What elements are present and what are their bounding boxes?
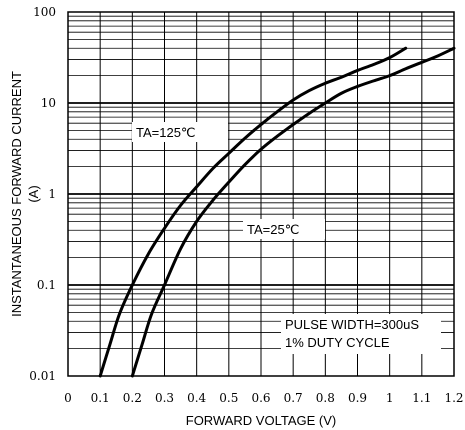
x-tick-label-5: 0.5	[219, 391, 238, 405]
annotation-ta25-text: TA=25℃	[247, 222, 299, 237]
pulse-note-box: PULSE WIDTH=300uS 1% DUTY CYCLE	[281, 314, 441, 354]
pulse-width-text: PULSE WIDTH=300uS	[285, 317, 419, 332]
x-tick-label-1: 0.1	[91, 391, 110, 405]
y-tick-label-4: 100	[33, 5, 56, 19]
annotation-ta125-text: TA=125℃	[136, 125, 196, 140]
x-tick-label-2: 0.2	[123, 391, 142, 405]
annotation-ta125: TA=125℃	[132, 122, 228, 142]
annotation-ta25: TA=25℃	[243, 219, 325, 239]
y-axis-title: INSTANTANEOUS FORWARD CURRENT	[9, 71, 24, 317]
x-tick-label-11: 1.1	[412, 391, 431, 405]
x-tick-label-3: 0.3	[155, 391, 174, 405]
plot-frame	[67, 11, 455, 377]
x-tick-label-12: 1.2	[444, 391, 463, 405]
x-tick-label-10: 1	[386, 391, 394, 405]
y-tick-label-1: 0.1	[37, 278, 56, 292]
series-line-ta125	[98, 46, 408, 378]
x-tick-label-0: 0	[64, 391, 72, 405]
x-tick-label-4: 0.4	[187, 391, 206, 405]
series-line-ta25	[130, 46, 456, 378]
duty-cycle-text: 1% DUTY CYCLE	[285, 335, 390, 350]
y-tick-label-2: 1	[48, 187, 56, 201]
y-tick-label-3: 10	[41, 96, 56, 110]
y-tick-label-0: 0.01	[29, 369, 56, 383]
y-axis-unit: (A)	[26, 185, 41, 202]
x-tick-label-9: 0.9	[348, 391, 367, 405]
x-axis-title: FORWARD VOLTAGE (V)	[186, 413, 336, 428]
x-tick-label-7: 0.7	[284, 391, 303, 405]
x-tick-label-6: 0.6	[251, 391, 270, 405]
x-tick-label-8: 0.8	[316, 391, 335, 405]
series-lines	[98, 46, 456, 378]
y-tick-labels: 0.01 0.1 1 10 100	[29, 5, 56, 383]
x-tick-labels: 0 0.1 0.2 0.3 0.4 0.5 0.6 0.7 0.8 0.9 1 1.1 1.2	[64, 391, 463, 405]
